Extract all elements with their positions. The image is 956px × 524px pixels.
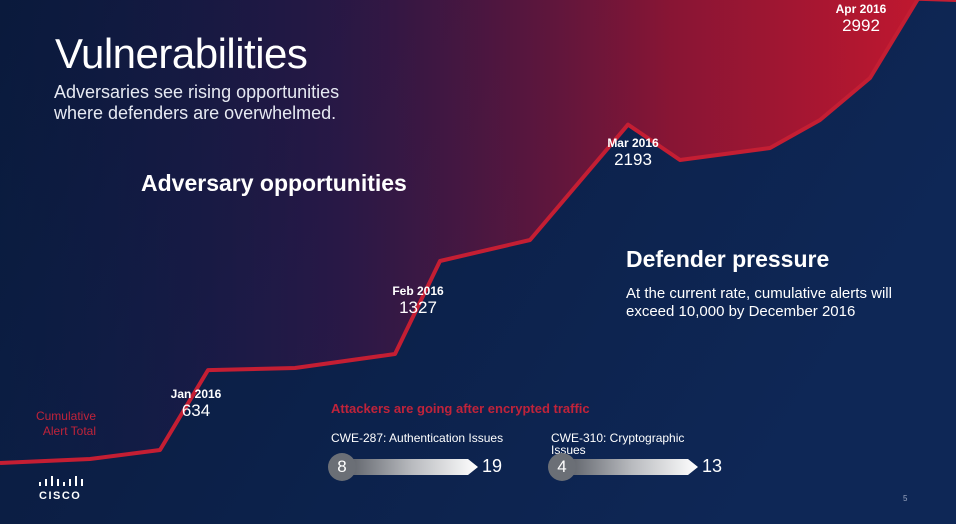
cwe-287-label: CWE-287: Authentication Issues <box>331 431 504 445</box>
defender-pressure-text: At the current rate, cumulative alerts w… <box>626 285 892 320</box>
data-label-apr: Apr 2016 2992 <box>816 2 906 36</box>
opportunity-area <box>0 0 956 463</box>
page-title: Vulnerabilities <box>55 30 308 77</box>
adversary-opportunities-heading: Adversary opportunities <box>141 170 407 196</box>
data-label-feb-value: 1327 <box>399 298 437 317</box>
data-label-jan-month: Jan 2016 <box>170 387 222 401</box>
data-label-feb-month: Feb 2016 <box>392 284 444 298</box>
cumulative-alert-line <box>0 0 956 465</box>
cisco-logo-text: CISCO <box>39 490 82 502</box>
data-label-jan: Jan 2016 634 <box>151 387 241 421</box>
data-label-mar: Mar 2016 2193 <box>588 136 678 170</box>
data-label-apr-month: Apr 2016 <box>835 2 887 16</box>
arrow-cwe-310 <box>565 459 698 475</box>
page-number: 5 <box>903 494 908 503</box>
cwe-310-label: CWE-310: Cryptographic Issues <box>551 431 685 457</box>
cwe-310-to: 13 <box>702 456 723 476</box>
data-label-jan-value: 634 <box>181 401 211 420</box>
cisco-bridge-icon <box>39 476 83 486</box>
defender-pressure-heading: Defender pressure <box>626 246 830 272</box>
arrow-cwe-287 <box>345 459 478 475</box>
data-label-apr-value: 2992 <box>842 16 880 35</box>
encrypted-traffic-heading: Attackers are going after encrypted traf… <box>331 401 590 416</box>
page-subtitle: Adversaries see rising opportunities whe… <box>54 82 340 123</box>
cwe-287-to: 19 <box>482 456 503 476</box>
cwe-310-from: 4 <box>548 453 576 481</box>
data-label-mar-month: Mar 2016 <box>607 136 659 150</box>
cwe-287-from: 8 <box>328 453 356 481</box>
data-label-feb: Feb 2016 1327 <box>373 284 463 318</box>
data-label-mar-value: 2193 <box>614 150 652 169</box>
y-axis-label: Cumulative Alert Total <box>35 409 96 438</box>
